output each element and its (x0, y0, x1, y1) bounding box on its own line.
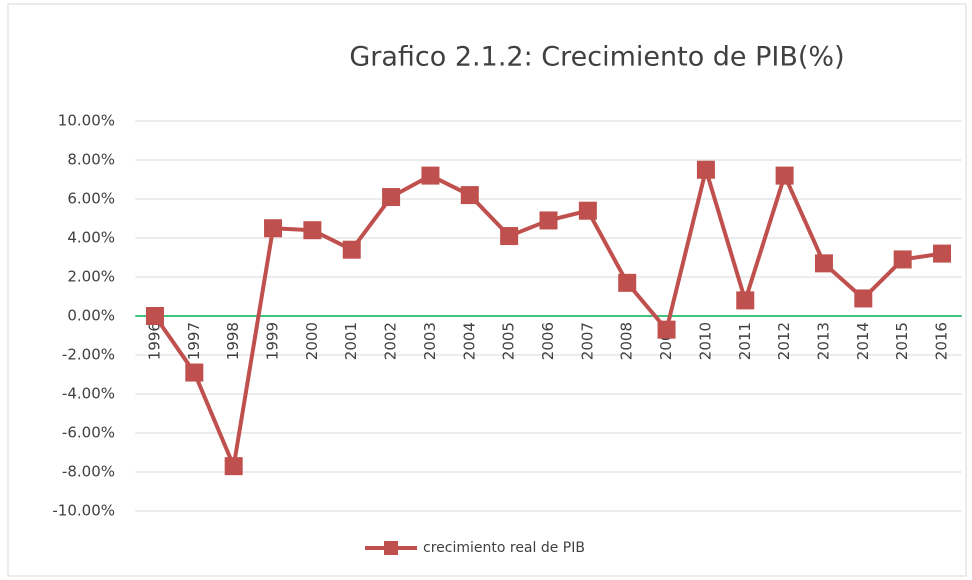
x-tick-label: 2010 (696, 322, 714, 360)
x-tick-label: 2013 (814, 322, 832, 360)
x-tick-label: 2011 (736, 322, 754, 360)
x-tick-label: 2015 (893, 322, 911, 360)
y-tick-label: 0.00% (67, 307, 115, 325)
y-tick-label: 6.00% (67, 190, 115, 208)
x-tick-label: 2006 (539, 322, 557, 360)
y-tick-label: 8.00% (67, 151, 115, 169)
x-tick-label: 2002 (382, 322, 400, 360)
marker (618, 273, 637, 292)
x-tick-label: 2008 (618, 322, 636, 360)
marker (224, 457, 243, 476)
marker (185, 363, 204, 382)
legend-marker (384, 541, 398, 555)
x-tick-label: 1997 (185, 322, 203, 360)
marker (145, 307, 164, 325)
marker (421, 166, 440, 185)
y-tick-label: 4.00% (67, 229, 115, 247)
y-tick-label: -4.00% (62, 385, 115, 403)
marker (893, 250, 912, 269)
x-tick-label: 1998 (224, 322, 242, 360)
marker (854, 289, 873, 308)
marker (539, 211, 558, 230)
marker (382, 188, 401, 207)
y-tick-label: 10.00% (58, 112, 115, 130)
marker (578, 201, 597, 220)
x-tick-label: 2012 (775, 322, 793, 360)
legend-label: crecimiento real de PIB (423, 540, 585, 556)
chart-title: Grafico 2.1.2: Crecimiento de PIB(%) (349, 42, 844, 73)
x-tick-label: 1999 (264, 322, 282, 360)
chart-border (7, 3, 967, 577)
y-tick-label: -8.00% (62, 463, 115, 481)
marker (303, 221, 322, 240)
x-tick-label: 2014 (854, 322, 872, 360)
marker (775, 166, 794, 185)
x-tick-label: 2000 (303, 322, 321, 360)
marker (657, 320, 676, 339)
y-tick-label: -2.00% (62, 346, 115, 364)
y-tick-label: -10.00% (52, 502, 115, 520)
marker (264, 219, 283, 238)
marker (933, 244, 952, 263)
x-tick-label: 2007 (578, 322, 596, 360)
x-tick-label: 1996 (145, 322, 163, 360)
marker (342, 240, 361, 259)
x-tick-label: 2001 (342, 322, 360, 360)
y-tick-label: 2.00% (67, 268, 115, 286)
marker (696, 160, 715, 179)
x-tick-label: 2004 (460, 322, 478, 360)
y-tick-label: -6.00% (62, 424, 115, 442)
x-tick-label: 2005 (500, 322, 518, 360)
marker (736, 291, 755, 310)
x-tick-label: 2003 (421, 322, 439, 360)
marker (460, 186, 479, 205)
marker (500, 227, 519, 246)
x-tick-label: 2016 (933, 322, 951, 360)
marker (814, 254, 833, 273)
